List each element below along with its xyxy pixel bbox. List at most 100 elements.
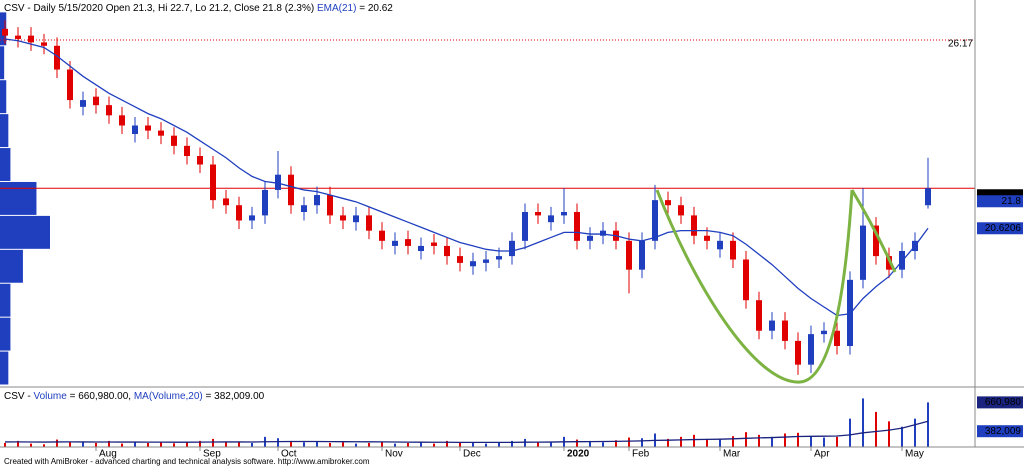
volume-bar <box>550 442 552 447</box>
candle-body <box>405 239 411 246</box>
volume-profile-bar <box>0 249 23 283</box>
volume-bar <box>433 443 435 447</box>
volume-bar <box>82 442 84 447</box>
volume-bar <box>381 441 383 447</box>
candle-body <box>340 215 346 221</box>
volume-bar <box>784 433 786 447</box>
volume-profile-bar <box>0 148 11 181</box>
candle-body <box>795 340 801 365</box>
candle-body <box>574 212 580 241</box>
volume-bar <box>43 444 45 447</box>
candle-body <box>249 215 255 221</box>
volume-bar <box>316 441 318 447</box>
candle-body <box>67 69 73 101</box>
x-tick-label: Nov <box>385 449 403 460</box>
volume-bar <box>17 440 19 447</box>
candle-body <box>275 174 281 190</box>
candle-body <box>548 215 554 223</box>
candle-body <box>184 145 190 157</box>
volume-value-label: 382,009 <box>985 426 1022 437</box>
price-panel: 26.1721.821.820.6206660,980382,009AugSep… <box>0 12 1023 460</box>
volume-label: Volume <box>33 391 67 402</box>
x-tick-label: 2020 <box>567 449 590 460</box>
candle-body <box>496 256 502 260</box>
volume-profile-bar <box>0 283 11 317</box>
volume-bar <box>797 432 799 447</box>
volume-profile-bar <box>0 80 7 114</box>
volume-value: = 660,980.00, <box>70 391 131 402</box>
volume-bar <box>667 438 669 447</box>
candle-body <box>691 215 697 236</box>
volume-bar <box>732 436 734 447</box>
volume-bar <box>173 443 175 447</box>
volume-bar <box>472 442 474 447</box>
candle-body <box>28 35 34 43</box>
candle-body <box>561 212 567 216</box>
volume-bar <box>823 437 825 447</box>
ema-line <box>4 38 929 317</box>
candle-body <box>288 174 294 206</box>
volume-bar <box>771 436 773 447</box>
volume-bar <box>303 442 305 447</box>
candle-body <box>171 135 177 146</box>
volume-bar <box>615 440 617 447</box>
volume-bar <box>225 441 227 447</box>
volume-bar <box>628 437 630 447</box>
cup-annotation <box>655 189 854 384</box>
volume-bar <box>680 436 682 447</box>
volume-bar <box>888 421 890 447</box>
volume-bar <box>485 443 487 447</box>
volume-bar <box>758 434 760 447</box>
volume-profile-bar <box>0 181 37 215</box>
volume-bar <box>95 442 97 447</box>
volume-bar <box>238 442 240 447</box>
volume-profile-bar <box>0 215 50 249</box>
candle-body <box>626 240 632 270</box>
candle-body <box>327 195 333 216</box>
candle-body <box>704 235 710 241</box>
candle-body <box>392 240 398 246</box>
candle-body <box>665 200 671 206</box>
candle-body <box>197 156 203 165</box>
candle-body <box>756 300 762 331</box>
price-line-label: 26.17 <box>948 39 973 50</box>
volume-bar <box>589 440 591 447</box>
candle-body <box>106 105 112 116</box>
volume-bar <box>524 438 526 447</box>
last-value-box <box>977 195 1023 208</box>
volume-bar <box>407 442 409 447</box>
volume-bar <box>602 442 604 447</box>
candle-body <box>652 200 658 241</box>
candle-body <box>639 240 645 270</box>
candle-body <box>886 256 892 270</box>
candle-body <box>418 245 424 252</box>
candle-body <box>821 330 827 335</box>
last-value-label: 20.6206 <box>985 223 1022 234</box>
x-tick-label: Aug <box>99 449 117 460</box>
volume-header: CSV - Volume = 660,980.00, MA(Volume,20)… <box>4 391 265 402</box>
candle-body <box>925 188 931 206</box>
price-header: CSV - Daily 5/15/2020 Open 21.3, Hi 22.7… <box>4 3 393 14</box>
volume-bar <box>251 442 253 447</box>
candle-body <box>678 205 684 216</box>
volume-bar <box>446 440 448 447</box>
candle-body <box>873 225 879 257</box>
candle-body <box>808 334 814 365</box>
candle-body <box>41 42 47 46</box>
volume-bar <box>719 439 721 447</box>
x-tick-label: Dec <box>463 449 481 460</box>
volume-bar <box>69 441 71 447</box>
volume-bar <box>693 434 695 447</box>
volume-bar <box>914 418 916 447</box>
volume-bar <box>134 442 136 447</box>
volume-bar <box>810 436 812 447</box>
handle-annotation <box>850 189 897 273</box>
ema-value: = 20.62 <box>359 3 393 14</box>
candle-body <box>119 115 125 126</box>
candle-body <box>210 164 216 201</box>
candle-body <box>2 28 8 36</box>
candle-body <box>834 330 840 346</box>
candle-body <box>54 45 60 70</box>
volume-bar <box>875 411 877 447</box>
